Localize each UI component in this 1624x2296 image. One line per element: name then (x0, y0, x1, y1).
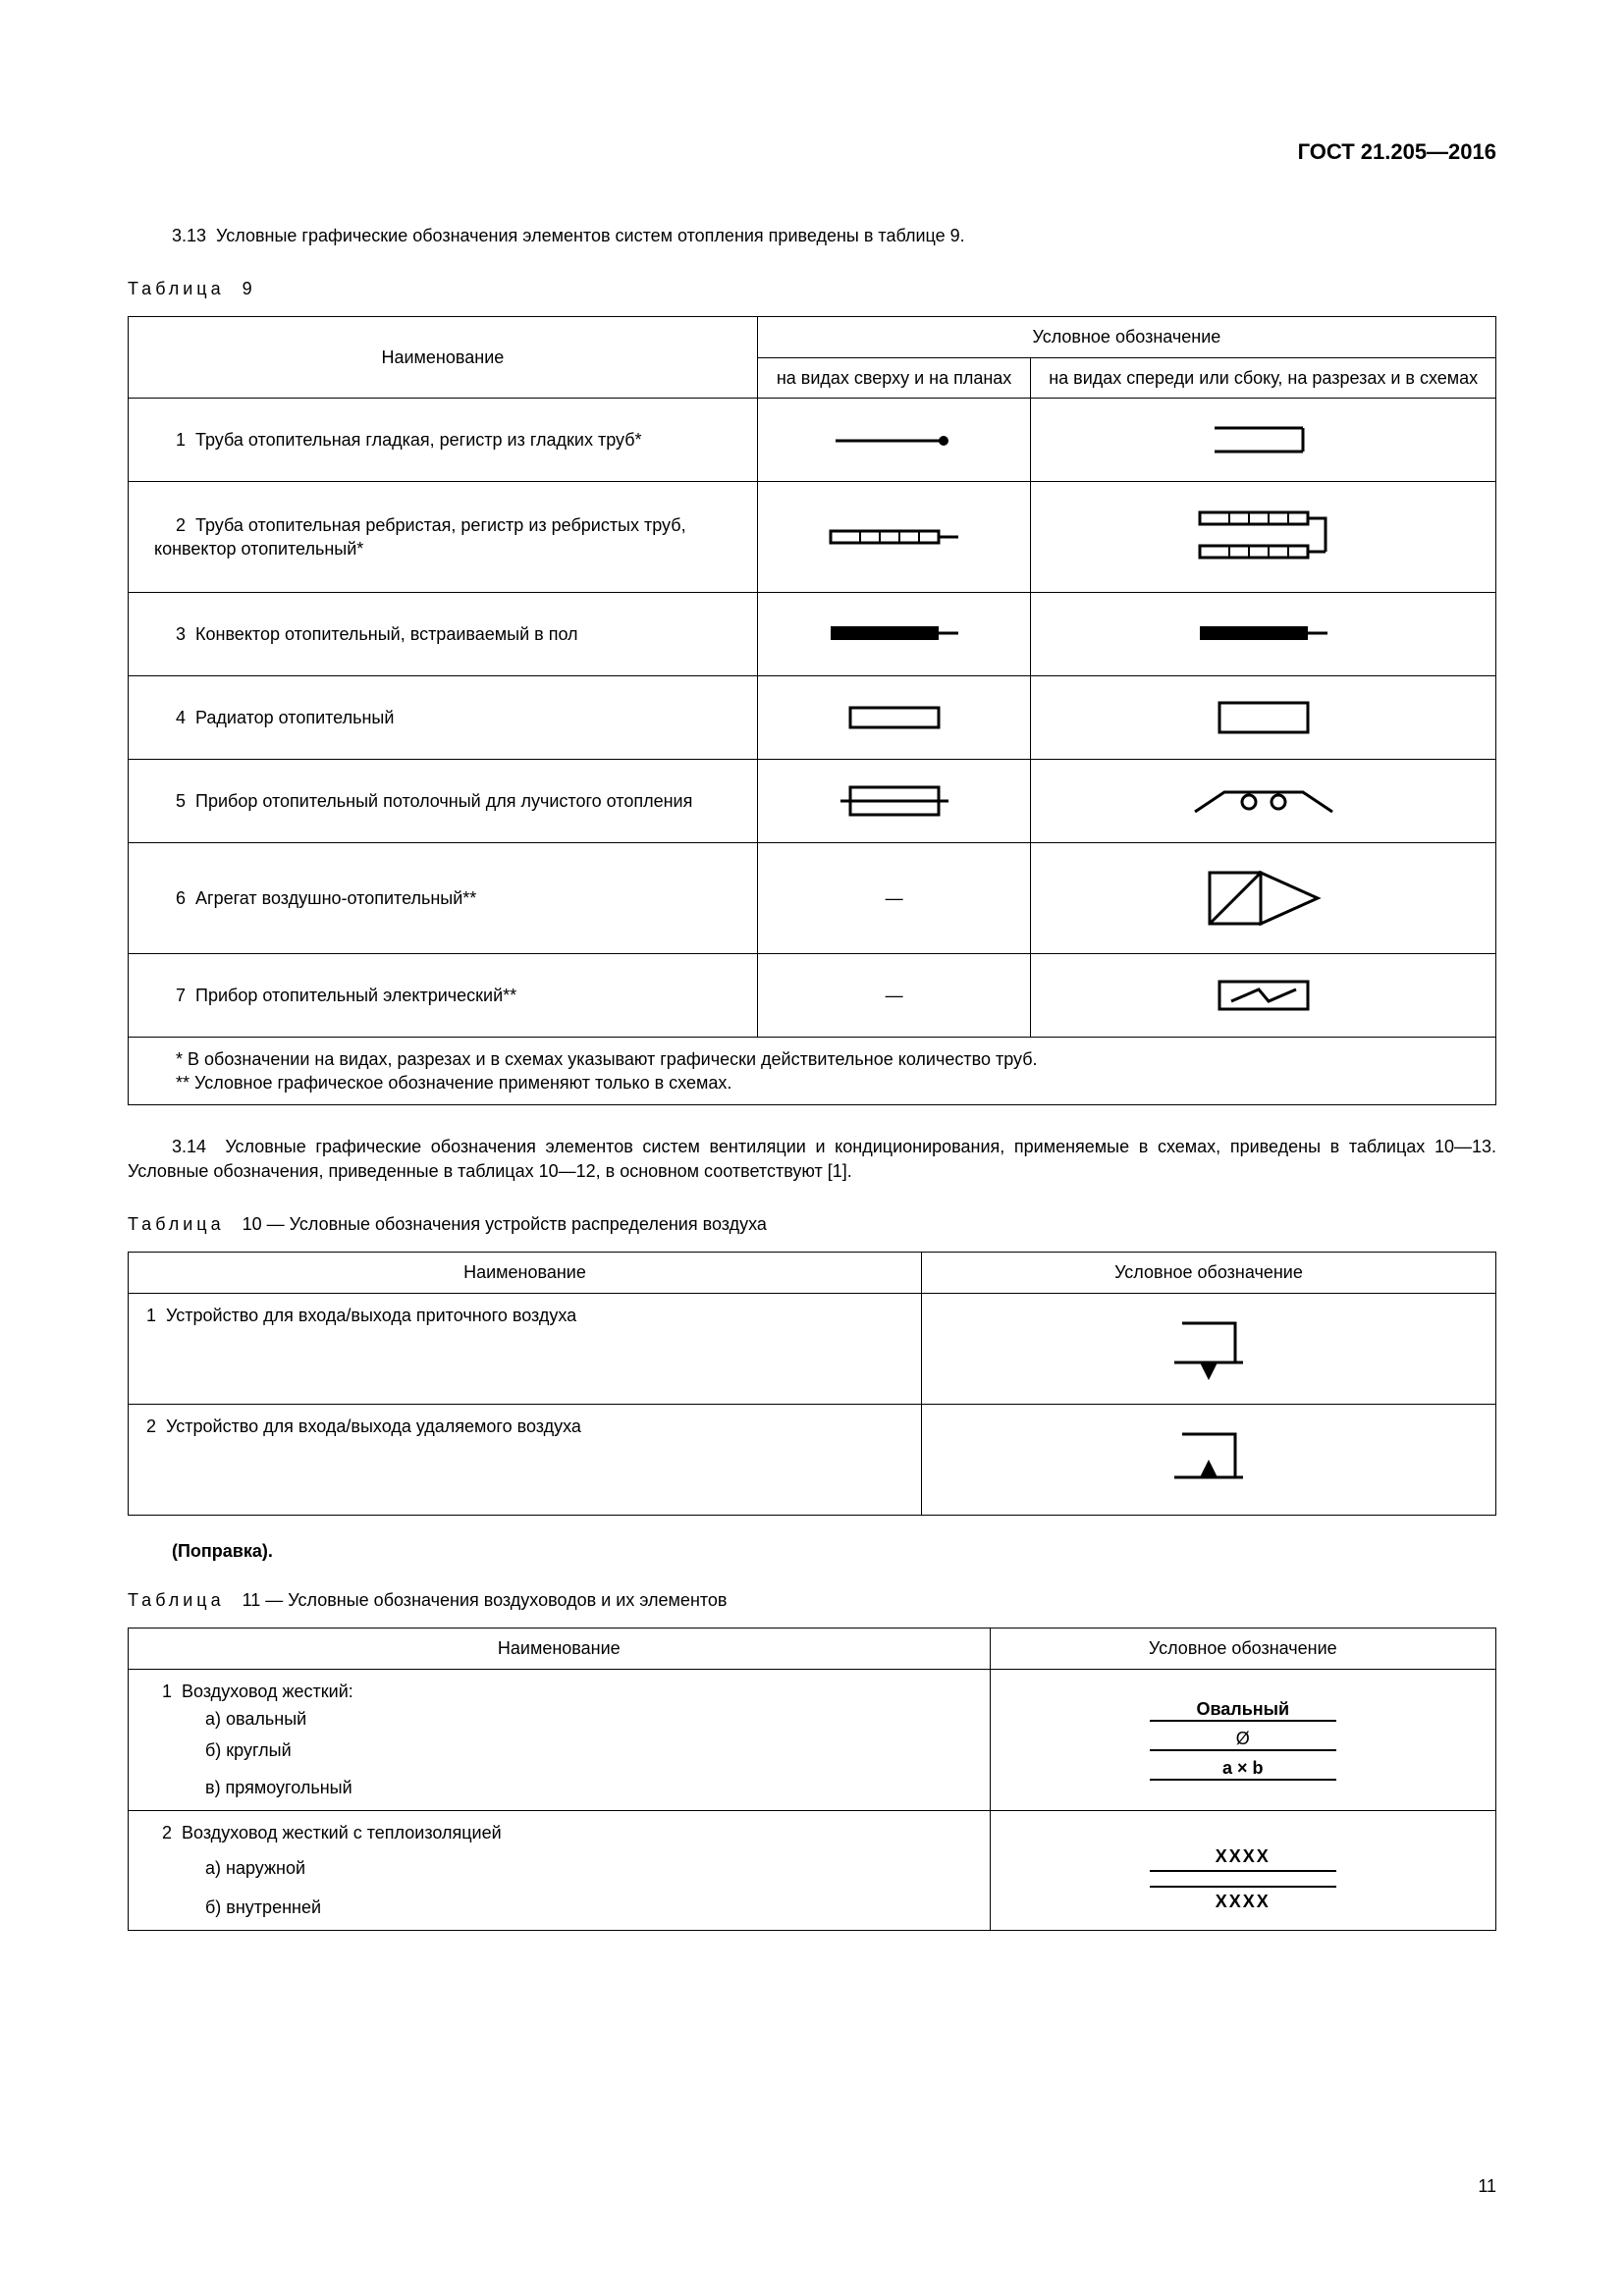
table-10: Наименование Условное обозначение 1 Устр… (128, 1252, 1496, 1515)
row6-plan-dash: — (757, 842, 1031, 953)
duct-oval-label: Овальный (1150, 1700, 1336, 1718)
duct-line-icon (1150, 1779, 1336, 1781)
duct-insul-ext-icon: XXXX (1150, 1844, 1336, 1872)
row6-name: 6 Агрегат воздушно-отопительный** (129, 842, 758, 953)
row1-name: 1 Труба отопительная гладкая, регистр из… (129, 398, 758, 481)
table-11: Наименование Условное обозначение 1 Возд… (128, 1628, 1496, 1930)
table-row: 1 Устройство для входа/выхода приточного… (129, 1293, 1496, 1404)
r2-head: 2 Воздуховод жесткий с теплоизоляцией (146, 1821, 972, 1844)
cap-suffix: — Условные обозначения воздуховодов и их… (260, 1590, 727, 1610)
row7-front-icon (1031, 953, 1496, 1037)
row4-front-icon (1031, 675, 1496, 759)
t11-row1-name: 1 Воздуховод жесткий: а) овальный б) кру… (129, 1669, 991, 1810)
cap-num: 11 (243, 1590, 261, 1610)
th-name: Наименование (129, 1253, 922, 1293)
r1-c: в) прямоугольный (146, 1776, 972, 1799)
table-row: 6 Агрегат воздушно-отопительный** — (129, 842, 1496, 953)
duct-round-label: Ø (1150, 1730, 1336, 1747)
t10-row2-icon (921, 1404, 1495, 1515)
table9-footnotes: * В обозначении на видах, разрезах и в с… (129, 1037, 1496, 1105)
table-row: 2 Устройство для входа/выхода удаляемого… (129, 1404, 1496, 1515)
row5-name: 5 Прибор отопительный потолочный для луч… (129, 759, 758, 842)
table-row: 5 Прибор отопительный потолочный для луч… (129, 759, 1496, 842)
table-row: * В обозначении на видах, разрезах и в с… (129, 1037, 1496, 1105)
th-sub1: на видах сверху и на планах (757, 357, 1031, 398)
duct-line-icon (1150, 1749, 1336, 1751)
para-3-13: 3.13 Условные графические обозначения эл… (128, 224, 1496, 247)
t10-row1-icon (921, 1293, 1495, 1404)
t11-row2-icon: XXXX XXXX (990, 1810, 1495, 1930)
table-row: 4 Радиатор отопительный (129, 675, 1496, 759)
row7-plan-dash: — (757, 953, 1031, 1037)
cap-num: 9 (243, 279, 252, 298)
row4-plan-icon (757, 675, 1031, 759)
th-sub2: на видах спереди или сбоку, на разрезах … (1031, 357, 1496, 398)
t10-row2-name: 2 Устройство для входа/выхода удаляемого… (129, 1404, 922, 1515)
document-header: ГОСТ 21.205—2016 (128, 137, 1496, 167)
footnote-2: ** Условное графическое обозначение прим… (176, 1071, 1470, 1095)
row2-front-icon (1031, 481, 1496, 592)
row7-name: 7 Прибор отопительный электрический** (129, 953, 758, 1037)
table-row: 2 Воздуховод жесткий с теплоизоляцией а)… (129, 1810, 1496, 1930)
row4-name: 4 Радиатор отопительный (129, 675, 758, 759)
duct-line-icon (1150, 1720, 1336, 1722)
th-symbol: Условное обозначение (990, 1629, 1495, 1669)
row6-front-icon (1031, 842, 1496, 953)
r1-a: а) овальный (146, 1707, 972, 1731)
row1-plan-icon (757, 398, 1031, 481)
r2-a: а) наружной (146, 1856, 972, 1880)
r1-b: б) круглый (146, 1738, 972, 1762)
table-row: Наименование Условное обозначение (129, 1629, 1496, 1669)
table-row: Наименование Условное обозначение (129, 1253, 1496, 1293)
t10-row1-name: 1 Устройство для входа/выхода приточного… (129, 1293, 922, 1404)
table10-caption: Таблица 10 — Условные обозначения устрой… (128, 1212, 1496, 1236)
th-symbol: Условное обозначение (757, 317, 1495, 357)
para-3-14: 3.14 Условные графические обозначения эл… (128, 1135, 1496, 1183)
correction-note: (Поправка). (128, 1539, 1496, 1563)
cap-suffix: — Условные обозначения устройств распред… (262, 1214, 767, 1234)
cap-num: 10 (243, 1214, 262, 1234)
row3-name: 3 Конвектор отопительный, встраиваемый в… (129, 592, 758, 675)
table9-caption: Таблица 9 (128, 277, 1496, 300)
r2-b: б) внутренней (146, 1896, 972, 1919)
table-9: Наименование Условное обозначение на вид… (128, 316, 1496, 1105)
table-row: 1 Воздуховод жесткий: а) овальный б) кру… (129, 1669, 1496, 1810)
row3-front-icon (1031, 592, 1496, 675)
row2-name: 2 Труба отопительная ребристая, регистр … (129, 481, 758, 592)
page-number: 11 (1478, 2174, 1496, 2198)
cap-prefix: Таблица (128, 279, 225, 298)
th-name: Наименование (129, 317, 758, 399)
table-row: 1 Труба отопительная гладкая, регистр из… (129, 398, 1496, 481)
duct-insul-int-icon: XXXX (1150, 1886, 1336, 1913)
duct-rect-label: a × b (1150, 1759, 1336, 1777)
table-row: 2 Труба отопительная ребристая, регистр … (129, 481, 1496, 592)
table-row: 7 Прибор отопительный электрический** — (129, 953, 1496, 1037)
footnote-1: * В обозначении на видах, разрезах и в с… (176, 1047, 1470, 1071)
r1-head: 1 Воздуховод жесткий: (146, 1680, 972, 1703)
cap-prefix: Таблица (128, 1214, 225, 1234)
row5-plan-icon (757, 759, 1031, 842)
row2-plan-icon (757, 481, 1031, 592)
table-row: 3 Конвектор отопительный, встраиваемый в… (129, 592, 1496, 675)
table11-caption: Таблица 11 — Условные обозначения воздух… (128, 1588, 1496, 1612)
row3-plan-icon (757, 592, 1031, 675)
table-row: Наименование Условное обозначение (129, 317, 1496, 357)
th-name: Наименование (129, 1629, 991, 1669)
th-symbol: Условное обозначение (921, 1253, 1495, 1293)
t11-row1-icon: Овальный Ø a × b (990, 1669, 1495, 1810)
row1-front-icon (1031, 398, 1496, 481)
row5-front-icon (1031, 759, 1496, 842)
cap-prefix: Таблица (128, 1590, 225, 1610)
t11-row2-name: 2 Воздуховод жесткий с теплоизоляцией а)… (129, 1810, 991, 1930)
